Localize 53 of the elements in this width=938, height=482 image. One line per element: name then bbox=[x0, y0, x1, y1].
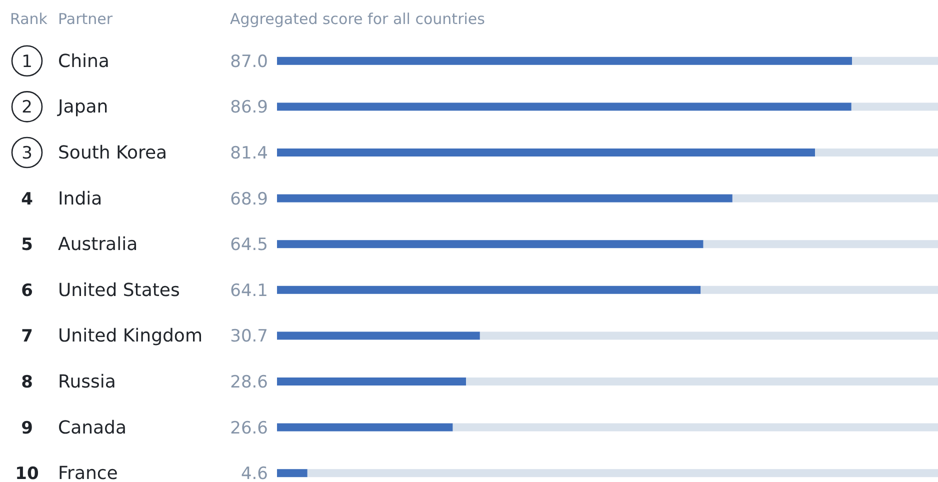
data-label: 86.9 bbox=[230, 98, 268, 118]
bar bbox=[700, 286, 938, 294]
bar bbox=[277, 56, 852, 65]
bar bbox=[703, 240, 938, 248]
data-label: 30.7 bbox=[230, 326, 268, 347]
text: 6 bbox=[21, 280, 33, 301]
bar bbox=[277, 102, 852, 111]
y-tick-label: France bbox=[58, 463, 118, 482]
text: 8 bbox=[21, 372, 33, 392]
bar bbox=[277, 194, 732, 202]
text: 5 bbox=[21, 235, 33, 256]
y-tick-label: South Korea bbox=[58, 142, 168, 164]
y-tick-label: Japan bbox=[57, 96, 108, 118]
bar bbox=[852, 56, 938, 65]
data-label: 26.6 bbox=[230, 418, 268, 438]
bar bbox=[277, 378, 466, 386]
data-label: 64.1 bbox=[230, 280, 268, 301]
data-label: 68.9 bbox=[230, 189, 268, 210]
text: 9 bbox=[21, 418, 33, 438]
data-label: 4.6 bbox=[240, 464, 268, 482]
bar bbox=[277, 286, 701, 294]
text: 2 bbox=[22, 98, 32, 118]
bar bbox=[277, 240, 704, 248]
y-tick-label: United States bbox=[58, 280, 180, 301]
bar bbox=[277, 148, 816, 156]
data-label: 81.4 bbox=[230, 144, 268, 164]
y-tick-label: Australia bbox=[58, 234, 138, 256]
y-axis-title: Partner bbox=[58, 10, 114, 28]
bar bbox=[815, 148, 938, 156]
data-label: 64.5 bbox=[230, 235, 268, 256]
bar bbox=[480, 332, 938, 340]
text: 10 bbox=[15, 464, 39, 482]
x-axis-title: Aggregated score for all countries bbox=[230, 10, 486, 28]
data-label: 87.0 bbox=[230, 52, 268, 72]
bar bbox=[732, 194, 938, 202]
data-label: 28.6 bbox=[230, 372, 268, 392]
bar bbox=[307, 469, 938, 478]
bar bbox=[851, 102, 938, 111]
text: 3 bbox=[22, 144, 32, 164]
y-tick-label: Canada bbox=[58, 417, 126, 438]
bar bbox=[466, 378, 938, 386]
y-tick-label: India bbox=[58, 188, 102, 210]
text: 1 bbox=[22, 52, 32, 72]
y-tick-label: China bbox=[58, 50, 110, 72]
bar bbox=[452, 423, 938, 432]
bar bbox=[277, 469, 308, 478]
text: Rank bbox=[10, 10, 48, 28]
bar bbox=[277, 332, 480, 340]
bar bbox=[277, 423, 453, 432]
text: 7 bbox=[21, 326, 33, 347]
y-tick-label: Russia bbox=[58, 372, 116, 392]
text: 4 bbox=[21, 189, 34, 210]
y-tick-label: United Kingdom bbox=[58, 326, 202, 347]
